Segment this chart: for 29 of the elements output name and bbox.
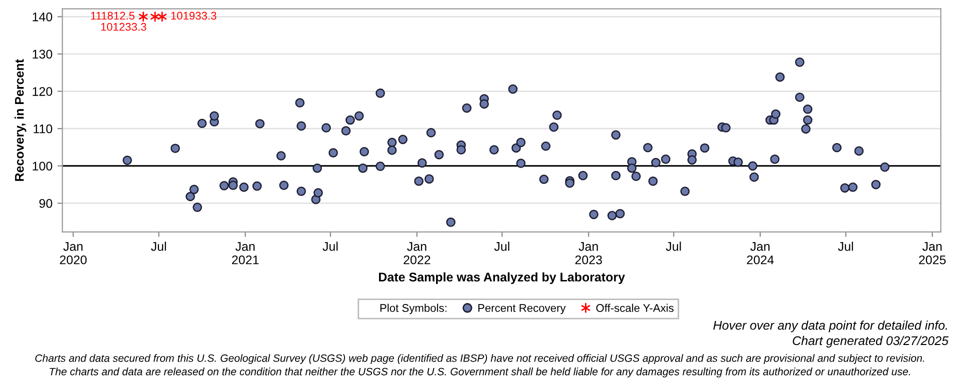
- y-tick-label: 120: [32, 87, 52, 96]
- x-tick-label: Jan 2025: [919, 242, 946, 264]
- x-tick-label: Jul: [494, 242, 510, 251]
- text: Hover over any data point for detailed info.: [713, 320, 947, 332]
- y-axis-title: Recovery, in Percent: [14, 59, 26, 181]
- y-tick-label: 100: [32, 162, 52, 171]
- y-tick-label: 90: [39, 199, 52, 208]
- text: Charts and data secured from this U.S. Geological Survey (USGS) web page (identified as IBSP) have not received official USGS approval and as such are provisional and subject to revision.: [35, 354, 924, 364]
- x-tick-label: Jan 2020: [60, 242, 87, 264]
- y-tick-label: 110: [34, 124, 52, 134]
- text: The charts and data are released on the condition that neither the USGS nor the U.S. Government shall be held liable for any damages resulting from its authorized or unauthorized use.: [50, 368, 910, 378]
- x-tick-label: Jul: [151, 242, 166, 251]
- y-tick-label: 140: [32, 12, 52, 22]
- annotation: 101233.3: [101, 22, 146, 31]
- x-axis-title: Date Sample was Analyzed by Laboratory: [379, 272, 625, 284]
- annotation: 101933.3: [171, 12, 216, 20]
- x-tick-label: Jul: [666, 242, 681, 251]
- legend-label: Percent Recovery: [478, 304, 566, 314]
- annotation: 111812.5: [91, 12, 134, 20]
- x-tick-label: Jan 2023: [575, 242, 602, 264]
- x-tick-label: Jul: [838, 242, 853, 251]
- x-tick-label: Jan 2022: [404, 242, 430, 264]
- x-tick-label: Jul: [322, 242, 338, 251]
- x-tick-label: Jan 2021: [232, 242, 259, 264]
- legend-label: Off-scale Y-Axis: [596, 304, 674, 312]
- text: Chart generated 03/27/2025: [792, 336, 949, 348]
- y-tick-label: 130: [32, 50, 52, 59]
- legend-title: Plot Symbols:: [380, 304, 446, 314]
- x-tick-label: Jan 2024: [746, 242, 774, 264]
